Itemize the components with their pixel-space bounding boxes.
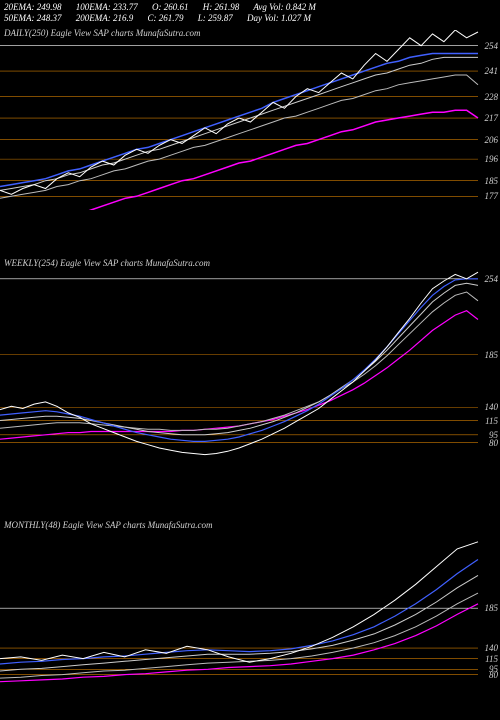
header-line-1: 20EMA: 249.98 100EMA: 233.77 O: 260.61 H… <box>4 2 328 13</box>
y-axis-label: 140 <box>485 402 499 412</box>
series-ema50 <box>0 283 478 435</box>
stat-avgvol: Avg Vol: 0.842 M <box>253 2 316 12</box>
chart-panel: 1851401159580 <box>0 540 500 710</box>
header-line-2: 50EMA: 248.37 200EMA: 216.9 C: 261.79 L:… <box>4 13 328 24</box>
chart-svg <box>0 540 500 710</box>
y-axis-label: 80 <box>489 438 498 448</box>
series-ema20 <box>0 560 478 665</box>
y-axis-label: 115 <box>485 654 498 664</box>
series-ema100 <box>0 75 478 198</box>
series-price <box>0 542 478 662</box>
series-ema20 <box>0 279 478 442</box>
series-ema100 <box>0 292 478 430</box>
stat-dayvol: Day Vol: 1.027 M <box>247 13 311 23</box>
stat-high: H: 261.98 <box>203 2 240 12</box>
header-stats-block: 20EMA: 249.98 100EMA: 233.77 O: 260.61 H… <box>4 2 328 24</box>
y-axis-label: 254 <box>485 274 499 284</box>
chart-svg <box>0 270 500 470</box>
y-axis-label: 185 <box>485 176 499 186</box>
stat-200ema: 200EMA: 216.9 <box>76 13 134 23</box>
y-axis-label: 241 <box>485 66 499 76</box>
stat-low: L: 259.87 <box>198 13 233 23</box>
stat-close: C: 261.79 <box>148 13 184 23</box>
chart-svg <box>0 30 500 210</box>
y-axis-label: 196 <box>485 154 499 164</box>
stat-open: O: 260.61 <box>152 2 189 12</box>
y-axis-label: 217 <box>485 113 499 123</box>
y-axis-label: 115 <box>485 416 498 426</box>
series-ema200 <box>0 110 478 210</box>
y-axis-label: 206 <box>485 135 499 145</box>
y-axis-label: 228 <box>485 92 499 102</box>
y-axis-label: 185 <box>485 603 499 613</box>
panel-title: WEEKLY(254) Eagle View SAP charts Munafa… <box>4 258 210 268</box>
series-price <box>0 272 478 454</box>
chart-panel: 2541851401159580 <box>0 270 500 470</box>
series-ema200 <box>0 604 478 682</box>
y-axis-label: 185 <box>485 350 499 360</box>
chart-panel: 254 241 228 217 206 196 185 177 <box>0 30 500 210</box>
y-axis-label: 140 <box>485 643 499 653</box>
y-axis-label: 254 <box>485 41 499 51</box>
series-ema20 <box>0 54 478 187</box>
y-axis-label: 80 <box>489 670 498 680</box>
panel-title: MONTHLY(48) Eagle View SAP charts Munafa… <box>4 520 212 530</box>
stat-20ema: 20EMA: 249.98 <box>4 2 62 12</box>
stat-100ema: 100EMA: 233.77 <box>76 2 138 12</box>
y-axis-label: 177 <box>485 191 499 201</box>
stat-50ema: 50EMA: 248.37 <box>4 13 62 23</box>
